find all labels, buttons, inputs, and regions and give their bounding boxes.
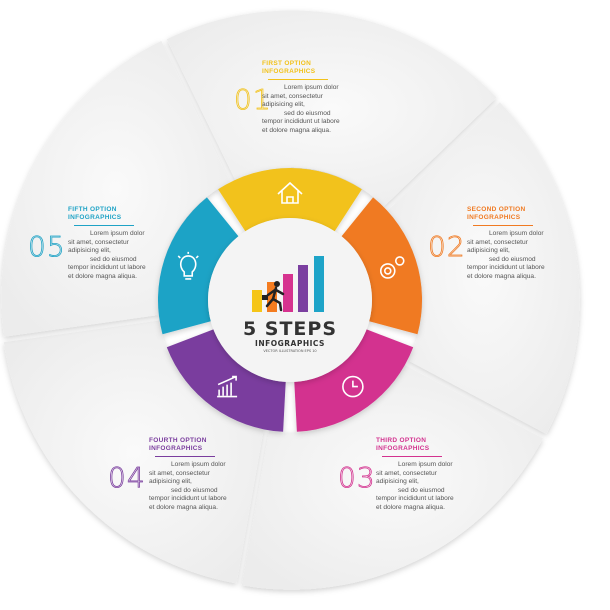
step-number-first: 01 [234,83,272,117]
center-bar-2 [267,282,277,312]
desc-line: tempor incididunt ut labore et dolore ma… [262,118,340,134]
desc-line: tempor incididunt ut labore et dolore ma… [149,495,227,511]
step-description: Lorem ipsum dolor sit amet, consectetur … [262,84,342,136]
step-title: THIRD OPTION INFOGRAPHICS [376,437,456,453]
gears-icon [379,256,405,279]
home-icon [277,181,303,204]
center-title: 5 STEPS [242,318,338,340]
step-text-second: SECOND OPTION INFOGRAPHICS Lorem ipsum do… [467,206,547,282]
desc-line: Lorem ipsum dolor [284,84,339,91]
step-description: Lorem ipsum dolor sit amet, consectetur … [149,461,229,513]
step-title-line1: FOURTH OPTION [149,437,207,444]
desc-line: Lorem ipsum dolor [171,461,226,468]
step-title-line2: INFOGRAPHICS [467,214,521,221]
step-number-third: 03 [338,461,376,495]
step-number-second: 02 [428,230,466,264]
step-title-line1: FIRST OPTION [262,60,312,67]
step-title-line2: INFOGRAPHICS [68,214,122,221]
step-number-fifth: 05 [28,230,66,264]
step-description: Lorem ipsum dolor sit amet, consectetur … [68,230,148,282]
step-title-line1: THIRD OPTION [376,437,427,444]
desc-line: Lorem ipsum dolor [398,461,453,468]
step-title: SECOND OPTION INFOGRAPHICS [467,206,547,222]
step-title: FOURTH OPTION INFOGRAPHICS [149,437,229,453]
step-description: Lorem ipsum dolor sit amet, consectetur … [376,461,456,513]
divider [382,456,442,457]
step-title-line2: INFOGRAPHICS [149,445,203,452]
step-title-line1: FIFTH OPTION [68,206,117,213]
outer-segment-second [386,102,580,434]
ring-segment-fifth [157,197,239,335]
desc-line: sed do eiusmod [284,109,331,117]
desc-line: sit amet, consectetur adipisicing elit, [262,92,323,109]
desc-line: sit amet, consectetur adipisicing elit, [467,238,528,255]
outer-segment-third [241,364,544,590]
desc-line: sit amet, consectetur adipisicing elit, [68,238,129,255]
divider [155,456,215,457]
step-title: FIFTH OPTION INFOGRAPHICS [68,206,148,222]
businessman-running-icon [262,281,285,312]
center-bar-3 [283,274,293,312]
desc-line: tempor incididunt ut labore et dolore ma… [376,495,454,511]
center-bar-1 [252,290,262,312]
desc-line: tempor incididunt ut labore et dolore ma… [467,264,545,280]
center-caption: VECTOR ILLUSTRATION EPS 10 [263,349,317,353]
desc-line: sed do eiusmod [90,255,137,263]
step-title: FIRST OPTION INFOGRAPHICS [262,60,342,76]
clock-icon [342,375,364,398]
desc-line: sit amet, consectetur adipisicing elit, [376,469,437,486]
center-subtitle: INFOGRAPHICS [255,339,325,348]
step-text-fourth: FOURTH OPTION INFOGRAPHICS Lorem ipsum do… [149,437,229,513]
divider [74,225,134,226]
center-bar-5 [314,256,324,312]
divider [473,225,533,226]
desc-line: Lorem ipsum dolor [489,230,544,237]
desc-line: tempor incididunt ut labore et dolore ma… [68,264,146,280]
outer-segment-first [166,10,497,207]
desc-line: sed do eiusmod [489,255,536,263]
step-description: Lorem ipsum dolor sit amet, consectetur … [467,230,547,282]
ring-segment-second [341,197,423,335]
ring-segment-third [294,329,414,432]
center-bar-4 [298,265,308,312]
outer-segment-fourth [3,320,264,584]
step-title-line2: INFOGRAPHICS [262,68,316,75]
chart-icon [217,375,238,398]
desc-line: sit amet, consectetur adipisicing elit, [149,469,210,486]
divider [268,79,328,80]
desc-line: sed do eiusmod [398,486,445,494]
outer-segment-fifth [1,40,231,337]
step-text-first: FIRST OPTION INFOGRAPHICS Lorem ipsum dol… [262,60,342,136]
desc-line: sed do eiusmod [171,486,218,494]
step-text-fifth: FIFTH OPTION INFOGRAPHICS Lorem ipsum dol… [68,206,148,282]
desc-line: Lorem ipsum dolor [90,230,145,237]
ring-segment-first [218,167,362,232]
lightbulb-icon [177,251,199,280]
step-title-line2: INFOGRAPHICS [376,445,430,452]
step-text-third: THIRD OPTION INFOGRAPHICS Lorem ipsum dol… [376,437,456,513]
step-number-fourth: 04 [108,461,146,495]
step-title-line1: SECOND OPTION [467,206,526,213]
